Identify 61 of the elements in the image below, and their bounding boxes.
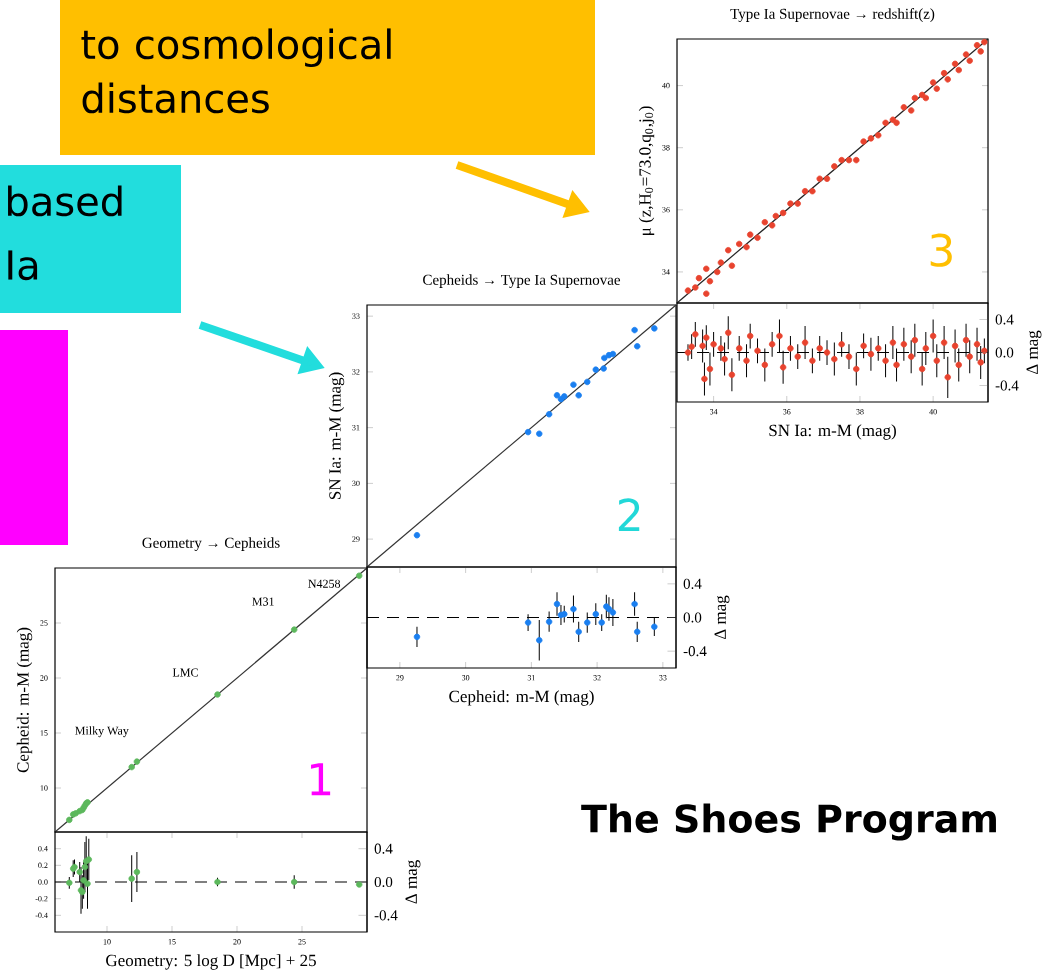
annotation: 1 [311, 763, 331, 796]
x-axis-title: Geometry: 5 log D [Mpc] + 25 [106, 954, 316, 970]
text: Ia [8, 250, 38, 281]
y-axis-title: Cepheid: m-M (mag) [16, 627, 33, 773]
text: The Shoes Program [581, 803, 996, 841]
text: based [8, 185, 122, 217]
x-tick-label: 31 [527, 675, 535, 681]
y2-tick-label: 0.0 [995, 347, 1014, 358]
x-tick-label: 38 [856, 409, 864, 415]
y-tick-label: 40 [662, 82, 670, 89]
y2-tick-label: 0.0 [374, 876, 393, 888]
y2-tick-label: -0.4 [995, 380, 1019, 391]
x-tick-label: 36 [783, 409, 791, 415]
y-axis-title: μ (z,H$_{0}$=73.0,q$_{0}$,j$_{0}$) [638, 106, 655, 235]
y-tick-label: 25 [40, 620, 48, 626]
x-tick-label: 20 [233, 939, 241, 945]
x-axis-title: SN Ia: m-M (mag) [769, 424, 896, 440]
chart-title: Geometry → Cepheids [142, 537, 280, 551]
annotation: LMC [172, 668, 198, 677]
x-tick-label: 25 [298, 939, 306, 945]
x-tick-label: 30 [462, 675, 470, 681]
y2-tick-label: 0.4 [374, 843, 393, 854]
text: to cosmological distances [81, 28, 391, 114]
x-tick-label: 10 [103, 939, 111, 945]
y-tick-label: 15 [40, 730, 48, 736]
y-tick-label: 31 [352, 424, 360, 431]
y-axis-title: SN Ia: m-M (mag) [328, 372, 345, 500]
y-tick-label: 10 [40, 785, 48, 791]
y-tick-label: 0.2 [38, 862, 48, 869]
x-tick-label: 34 [709, 409, 718, 415]
y-tick-label: 38 [662, 144, 670, 151]
y-tick-label: 36 [662, 207, 670, 213]
annotation: Milky Way [75, 726, 129, 738]
x-tick-label: 40 [929, 409, 937, 415]
y-tick-label: 34 [662, 269, 670, 275]
x-tick-label: 29 [396, 675, 404, 681]
x-tick-label: 32 [593, 675, 601, 681]
y-tick-label: 33 [352, 313, 360, 319]
y-tick-label: 32 [352, 369, 360, 375]
y-tick-label: 30 [352, 480, 360, 487]
y2-axis-title: Δ mag [714, 595, 730, 640]
y-tick-label: -0.4 [35, 912, 48, 919]
annotation: 3 [930, 233, 952, 267]
y2-axis-title: Δ mag [1026, 330, 1042, 375]
x-axis-title: Cepheid: m-M (mag) [449, 690, 594, 706]
annotation: 2 [618, 498, 640, 531]
y-tick-label: 29 [352, 536, 360, 542]
annotation: M31 [252, 597, 274, 606]
y-tick-label: -0.2 [35, 895, 48, 902]
annotation: N4258 [308, 579, 341, 588]
y2-axis-title: Δ mag [405, 860, 421, 904]
y2-tick-label: -0.4 [683, 646, 707, 657]
chart-title: Type Ia Supernovae → redshift(z) [730, 8, 935, 22]
chart-title: Cepheids → Type Ia Supernovae [423, 274, 621, 288]
y-tick-label: 0.4 [38, 845, 48, 852]
y2-tick-label: 0.4 [995, 314, 1014, 325]
y2-tick-label: 0.4 [683, 578, 702, 589]
y-tick-label: 0.0 [38, 879, 48, 885]
x-tick-label: 15 [168, 939, 176, 945]
y2-tick-label: -0.4 [374, 910, 398, 921]
y2-tick-label: 0.0 [683, 612, 702, 623]
